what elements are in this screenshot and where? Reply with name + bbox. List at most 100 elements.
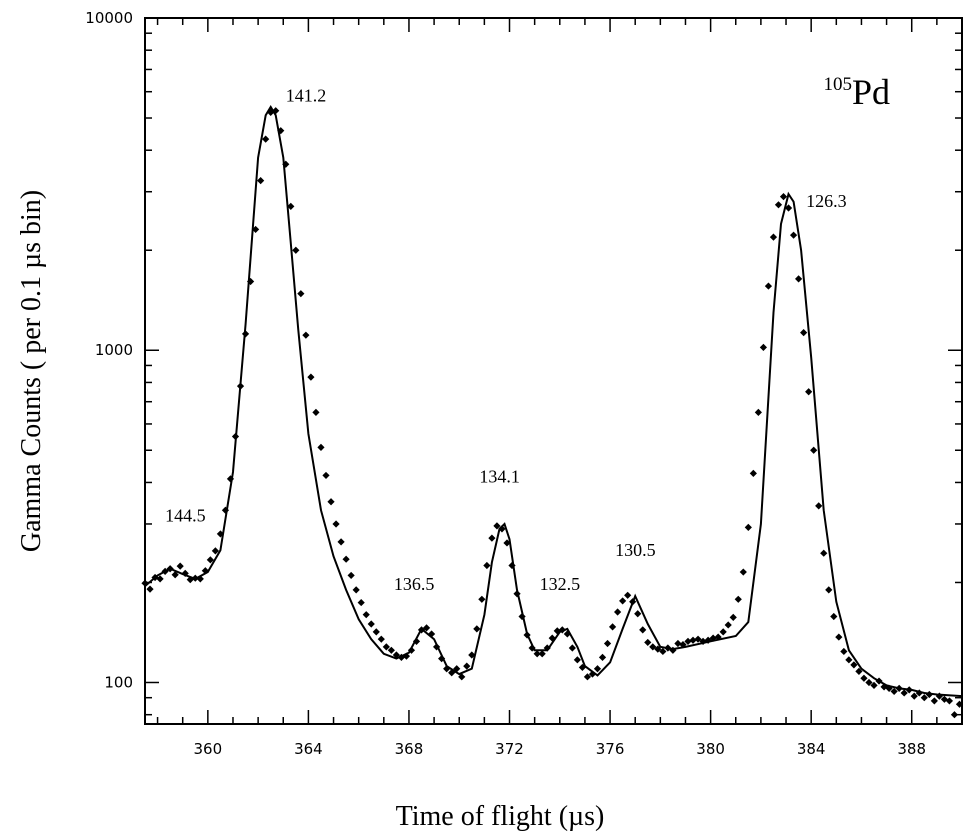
data-point — [800, 329, 808, 337]
data-point — [729, 613, 737, 622]
data-point — [523, 631, 531, 639]
data-point — [598, 653, 607, 661]
data-point — [241, 330, 250, 338]
data-point — [498, 525, 506, 533]
data-point — [734, 595, 742, 603]
data-point — [578, 663, 587, 672]
data-point — [669, 646, 677, 654]
data-point — [649, 643, 657, 651]
data-point — [216, 530, 225, 538]
data-point — [483, 561, 491, 570]
x-tick-label: 364 — [294, 740, 323, 758]
data-point — [890, 687, 898, 696]
axis-ticks — [145, 17, 963, 724]
data-point — [392, 651, 400, 659]
data-point — [151, 573, 159, 582]
data-point — [282, 160, 290, 168]
data-point — [337, 538, 345, 546]
peak-label: 126.3 — [806, 191, 847, 211]
x-tick-label: 372 — [495, 740, 524, 758]
data-point — [357, 598, 365, 607]
data-point — [724, 621, 732, 629]
data-point — [930, 697, 938, 705]
data-point — [795, 275, 803, 283]
data-point — [744, 523, 752, 531]
data-point — [769, 233, 778, 241]
data-point — [935, 692, 943, 700]
data-point — [593, 665, 602, 673]
data-point — [236, 382, 245, 390]
data-point — [181, 569, 189, 577]
peak-annotations: 144.5 141.2 136.5 134.1 132.5 130.5 126.3 — [165, 86, 847, 594]
data-point — [639, 626, 647, 634]
data-point — [789, 231, 798, 239]
y-tick-label: 100 — [104, 673, 133, 691]
data-point — [453, 665, 461, 673]
data-point — [709, 634, 717, 642]
data-point — [448, 669, 456, 677]
data-point — [171, 571, 179, 579]
data-point — [714, 633, 722, 641]
data-point — [322, 471, 330, 480]
data-point — [407, 646, 416, 654]
data-point — [513, 590, 521, 598]
data-point — [950, 711, 959, 719]
data-point — [558, 626, 566, 634]
peak-label: 144.5 — [165, 506, 206, 526]
data-point — [624, 591, 632, 599]
data-point — [679, 641, 687, 649]
data-point — [262, 135, 270, 143]
data-point — [503, 539, 511, 547]
data-point — [749, 469, 757, 477]
data-point — [156, 575, 164, 583]
data-point — [900, 689, 908, 697]
data-point — [815, 502, 823, 510]
data-point — [211, 547, 219, 555]
data-point — [573, 656, 581, 664]
data-point — [372, 628, 380, 636]
data-point — [920, 694, 928, 702]
data-point — [719, 628, 727, 636]
data-point — [508, 561, 516, 570]
data-point — [377, 635, 385, 643]
peak-label: 134.1 — [479, 466, 520, 486]
data-point — [684, 637, 692, 645]
y-tick-label: 10000 — [85, 9, 133, 27]
data-point — [231, 432, 240, 441]
data-point — [664, 644, 672, 652]
data-point — [608, 623, 617, 631]
data-point — [825, 586, 833, 594]
data-point — [422, 624, 431, 632]
data-point — [860, 674, 868, 682]
data-point — [302, 331, 310, 339]
x-tick-label: 360 — [194, 740, 223, 758]
data-point — [774, 201, 783, 209]
data-point — [850, 661, 858, 669]
data-point — [257, 177, 265, 185]
data-point — [362, 611, 370, 619]
data-point — [689, 636, 697, 644]
data-point — [438, 655, 446, 663]
peak-label: 132.5 — [540, 574, 581, 594]
data-point — [332, 520, 340, 528]
data-point — [614, 608, 622, 616]
data-point — [387, 646, 395, 654]
data-point — [880, 683, 888, 691]
data-point — [654, 645, 662, 653]
data-point — [588, 670, 597, 678]
data-point — [759, 343, 768, 351]
peak-label: 141.2 — [286, 86, 327, 106]
data-point — [925, 690, 933, 699]
data-point — [754, 408, 762, 417]
data-point — [412, 637, 421, 645]
data-point — [885, 684, 893, 692]
data-point — [433, 643, 441, 651]
data-point — [427, 630, 436, 638]
data-point — [161, 567, 169, 575]
peak-label: 130.5 — [615, 540, 656, 560]
data-point — [644, 638, 652, 647]
isotope-label: 105Pd — [823, 72, 890, 112]
data-point — [659, 647, 667, 656]
data-point — [312, 408, 320, 417]
series-fit-line — [144, 104, 963, 698]
